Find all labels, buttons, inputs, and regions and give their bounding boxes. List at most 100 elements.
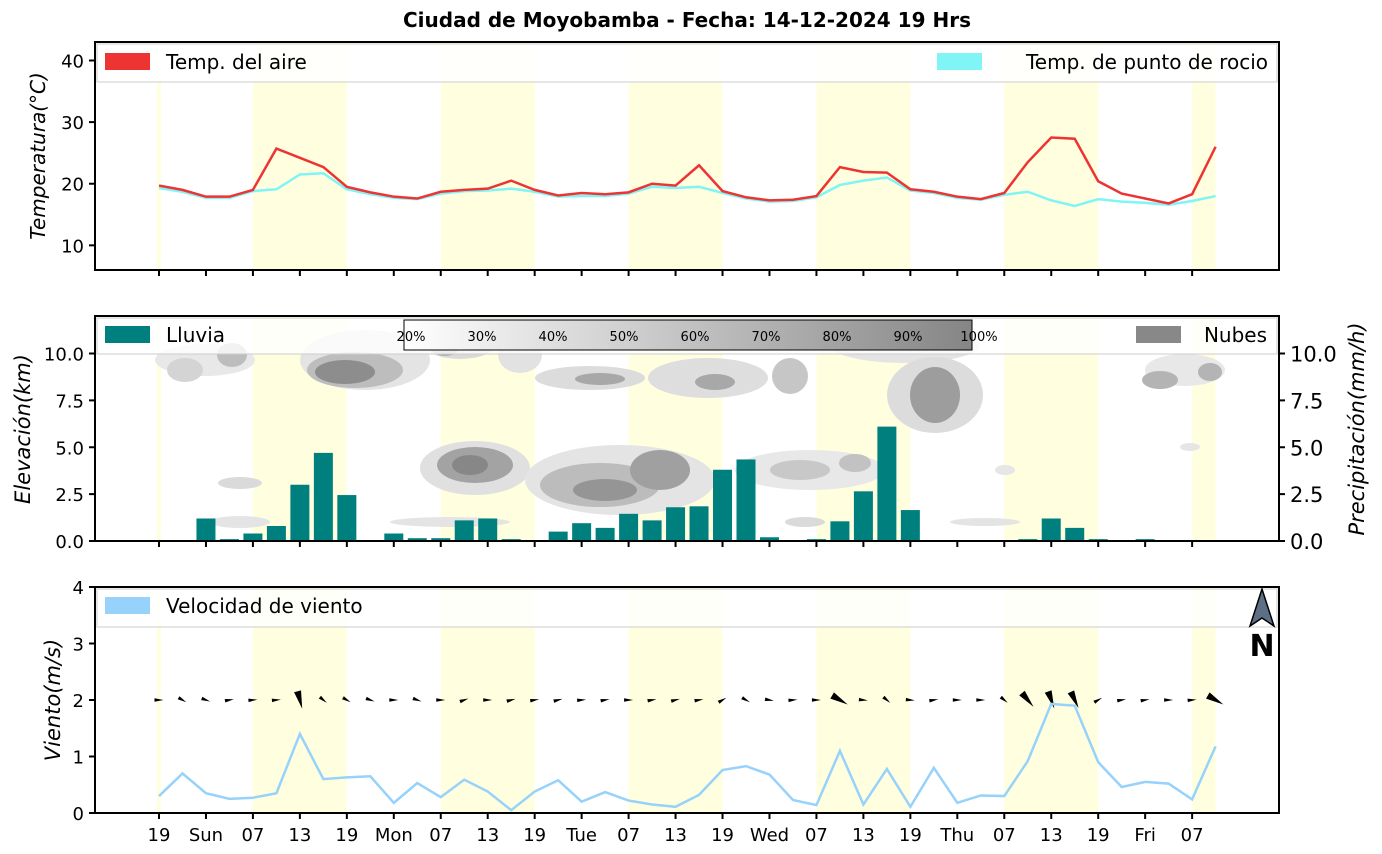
figure-title: Ciudad de Moyobamba - Fecha: 14-12-2024 … (403, 8, 971, 32)
x-tick-label: Mon (375, 825, 413, 846)
wind-arrow-head (788, 698, 798, 703)
wind-arrow (788, 698, 798, 703)
wind-arrow-head (1019, 690, 1034, 707)
x-tick-label: 19 (523, 825, 546, 846)
wind-legend: Velocidad de viento (96, 588, 1278, 628)
wind-arrow (389, 698, 399, 702)
rain-bar (407, 538, 427, 541)
x-tick-label: 13 (288, 825, 311, 846)
cloud-scale-label: 40% (539, 330, 568, 345)
wind-arrow (999, 695, 1008, 703)
y-tick-label: 7.5 (55, 391, 84, 412)
wind-arrow-head (412, 696, 422, 702)
wind-arrow (271, 698, 281, 703)
y-tick-label-right: 7.5 (1290, 389, 1323, 413)
wind-arrow (294, 690, 303, 709)
y-tick-label-right: 5.0 (1290, 436, 1323, 460)
wind-arrow-head (1067, 690, 1079, 709)
wind-arrow (154, 698, 164, 702)
wind-y-axis: 0 1 2 3 4 (73, 578, 95, 825)
wind-arrow (1019, 690, 1034, 707)
wind-arrow (600, 699, 610, 703)
cloud-scale-label: 80% (823, 330, 852, 345)
y-tick-label: 5.0 (55, 438, 84, 459)
wind-arrow-head (1140, 699, 1150, 703)
cloud-scale-label: 60% (681, 330, 710, 345)
rain-bar (736, 459, 756, 541)
rain-bar (548, 531, 568, 541)
precipitation-legend: Lluvia Nubes 20% 30% 40% 50% 60% 70% 80% 90% 100… (96, 317, 1278, 355)
y-tick-label: 2.5 (55, 485, 84, 506)
wind-arrow-head (976, 698, 986, 702)
wind-arrow (459, 698, 469, 704)
rain-bar (266, 526, 286, 541)
wind-arrow-head (459, 698, 469, 704)
cloud-scale-label: 30% (468, 330, 497, 345)
x-tick-label: 07 (241, 825, 264, 846)
x-tick-label: 19 (335, 825, 358, 846)
wind-arrow (412, 696, 422, 702)
wind-arrow-head (999, 695, 1008, 703)
daytime-band (157, 42, 161, 270)
wind-arrow (224, 699, 234, 703)
wind-arrow-head (1187, 698, 1197, 703)
wind-arrow-head (717, 697, 727, 704)
rain-bar (877, 426, 897, 541)
rain-bar (243, 533, 263, 541)
wind-arrow-head (647, 699, 657, 703)
wind-arrow-head (177, 696, 187, 703)
wind-arrow-head (624, 698, 634, 702)
rain-bar (1065, 527, 1085, 541)
x-tick-label: 19 (899, 825, 922, 846)
x-tick-label: 19 (1087, 825, 1110, 846)
x-tick-label: 07 (993, 825, 1016, 846)
legend-swatch-air-temp (105, 53, 150, 70)
wind-arrow (1116, 699, 1127, 703)
wind-arrow-head (342, 696, 351, 703)
wind-arrow (529, 699, 540, 703)
x-tick-label: 19 (148, 825, 171, 846)
wind-arrow-head (154, 698, 164, 702)
wind-arrow (741, 696, 750, 703)
wind-arrow-head (248, 698, 258, 703)
wind-arrow-head (553, 698, 563, 703)
cloud-scale-bar (403, 319, 973, 351)
rain-bar (830, 521, 850, 541)
rain-bar (478, 518, 498, 541)
y-tick-label: 4 (73, 578, 84, 599)
precipitation-y-label: Precipitación(mm/h) (1345, 322, 1369, 535)
north-compass-icon: N (1248, 586, 1276, 664)
wind-arrow (811, 698, 821, 702)
wind-arrow (1140, 699, 1150, 703)
wind-arrow (436, 698, 446, 702)
rain-bar (900, 510, 920, 541)
wind-arrow (342, 696, 351, 703)
wind-arrow-head (694, 699, 704, 703)
rain-bar (619, 513, 639, 541)
wind-arrow-head (506, 698, 516, 703)
wind-arrow-head (905, 697, 915, 702)
x-tick-label: 13 (476, 825, 499, 846)
cloud-scale-label: 70% (752, 330, 781, 345)
wind-panel: 0 1 2 3 4 Velocidad de viento N Viento(m/s) (41, 578, 1280, 825)
x-axis-labels: 19 Sun 07 13 19 Mon 07 13 19 Tue 07 13 19 Wed 07 13 19 Th… (148, 825, 1204, 846)
rain-bar (689, 506, 709, 541)
y-tick-label: 10.0 (44, 345, 84, 366)
wind-arrow-head (318, 695, 327, 703)
wind-arrow-head (764, 697, 774, 701)
wind-arrow-head (201, 696, 211, 702)
wind-arrow (553, 698, 563, 703)
x-tick-label: 19 (711, 825, 734, 846)
wind-arrow-head (294, 690, 303, 709)
wind-arrow (858, 697, 868, 702)
wind-arrow (717, 697, 727, 704)
wind-arrow (506, 698, 516, 703)
air-temp-line (158, 136, 1217, 205)
cloud-scale-label: 90% (894, 330, 923, 345)
wind-arrow-head (483, 698, 493, 702)
wind-arrow-head (389, 698, 399, 702)
wind-arrow (764, 697, 774, 701)
wind-arrow-head (1116, 699, 1127, 703)
legend-label-dew-point: Temp. de punto de rocio (1025, 50, 1268, 74)
